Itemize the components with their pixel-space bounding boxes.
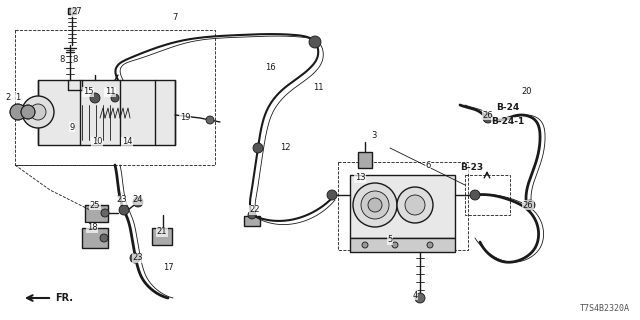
Circle shape <box>111 94 119 102</box>
Text: 4: 4 <box>412 291 418 300</box>
Circle shape <box>30 104 46 120</box>
Circle shape <box>21 105 35 119</box>
Polygon shape <box>358 152 372 168</box>
Text: B-24: B-24 <box>497 103 520 113</box>
Polygon shape <box>350 238 455 252</box>
Circle shape <box>361 191 389 219</box>
Text: 16: 16 <box>265 63 275 73</box>
Circle shape <box>392 242 398 248</box>
Text: 3: 3 <box>371 131 377 140</box>
Text: 11: 11 <box>313 84 323 92</box>
Circle shape <box>90 93 100 103</box>
Text: 21: 21 <box>157 228 167 236</box>
Polygon shape <box>68 8 76 14</box>
Circle shape <box>100 234 108 242</box>
Circle shape <box>362 242 368 248</box>
Circle shape <box>327 190 337 200</box>
Circle shape <box>22 96 54 128</box>
Circle shape <box>415 293 425 303</box>
Circle shape <box>368 198 382 212</box>
Circle shape <box>483 113 493 123</box>
Text: 15: 15 <box>83 87 93 97</box>
Polygon shape <box>38 80 175 145</box>
Text: 13: 13 <box>355 173 365 182</box>
Text: T7S4B2320A: T7S4B2320A <box>580 304 630 313</box>
Polygon shape <box>350 175 455 238</box>
Circle shape <box>101 209 109 217</box>
Text: 12: 12 <box>280 143 291 153</box>
Polygon shape <box>85 205 108 222</box>
Polygon shape <box>82 228 108 248</box>
Text: 6: 6 <box>426 161 431 170</box>
Circle shape <box>119 205 129 215</box>
Text: 10: 10 <box>92 138 102 147</box>
Text: 18: 18 <box>86 223 97 233</box>
Text: 26: 26 <box>523 201 533 210</box>
Circle shape <box>133 197 143 207</box>
Text: 11: 11 <box>105 87 115 97</box>
Text: B-24-1: B-24-1 <box>492 117 525 126</box>
Circle shape <box>10 104 26 120</box>
Circle shape <box>525 200 535 210</box>
Text: 20: 20 <box>522 87 532 97</box>
Text: 8: 8 <box>60 55 65 65</box>
Text: 7: 7 <box>172 13 178 22</box>
Text: 22: 22 <box>250 205 260 214</box>
Circle shape <box>248 211 256 219</box>
Text: 26: 26 <box>483 110 493 119</box>
Text: 8: 8 <box>72 55 77 65</box>
Text: FR.: FR. <box>55 293 73 303</box>
Circle shape <box>130 253 140 263</box>
Text: 19: 19 <box>180 114 190 123</box>
Circle shape <box>253 143 263 153</box>
Polygon shape <box>244 216 260 226</box>
Text: 2: 2 <box>5 93 11 102</box>
Circle shape <box>397 187 433 223</box>
Circle shape <box>405 195 425 215</box>
Circle shape <box>470 190 480 200</box>
Text: 23: 23 <box>116 196 127 204</box>
Text: 14: 14 <box>122 138 132 147</box>
Text: 27: 27 <box>72 7 83 17</box>
Text: B-23: B-23 <box>460 164 484 172</box>
Circle shape <box>427 242 433 248</box>
Text: 5: 5 <box>387 236 392 244</box>
Text: 25: 25 <box>90 201 100 210</box>
Text: 9: 9 <box>69 123 75 132</box>
Text: 17: 17 <box>163 263 173 273</box>
Circle shape <box>353 183 397 227</box>
Circle shape <box>206 116 214 124</box>
Polygon shape <box>152 228 172 245</box>
Text: 24: 24 <box>132 196 143 204</box>
Circle shape <box>309 36 321 48</box>
Text: 23: 23 <box>132 253 143 262</box>
Text: 1: 1 <box>15 93 20 102</box>
